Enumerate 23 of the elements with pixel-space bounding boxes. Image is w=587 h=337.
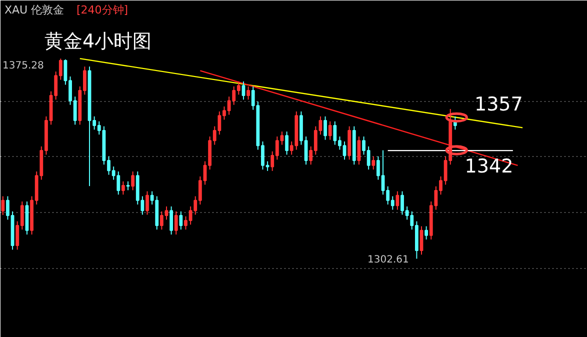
candlestick	[1, 196, 5, 216]
candlestick	[246, 86, 250, 100]
annotation: 1342	[464, 155, 514, 178]
candlestick	[424, 226, 428, 240]
annotation: 1357	[474, 94, 523, 116]
candlestick	[179, 210, 183, 230]
candlestick	[131, 170, 135, 191]
candlestick	[146, 190, 149, 216]
annotation: 黄金4小时图	[44, 30, 152, 52]
candlestick	[170, 206, 174, 236]
annotation: 1375.28	[2, 60, 44, 72]
chart-title: XAU 伦敦金	[4, 4, 64, 16]
candlestick	[242, 80, 246, 100]
candlestick	[174, 210, 178, 236]
candlestick	[121, 180, 125, 196]
annotation: 1302.61	[368, 254, 409, 266]
candlestick	[396, 190, 400, 210]
chart-subtitle: [240分钟]	[76, 4, 128, 16]
candlestick	[328, 120, 332, 140]
candlestick	[372, 156, 376, 170]
candlestick	[324, 116, 327, 140]
candlestick	[285, 131, 288, 156]
candlestick	[357, 136, 361, 166]
